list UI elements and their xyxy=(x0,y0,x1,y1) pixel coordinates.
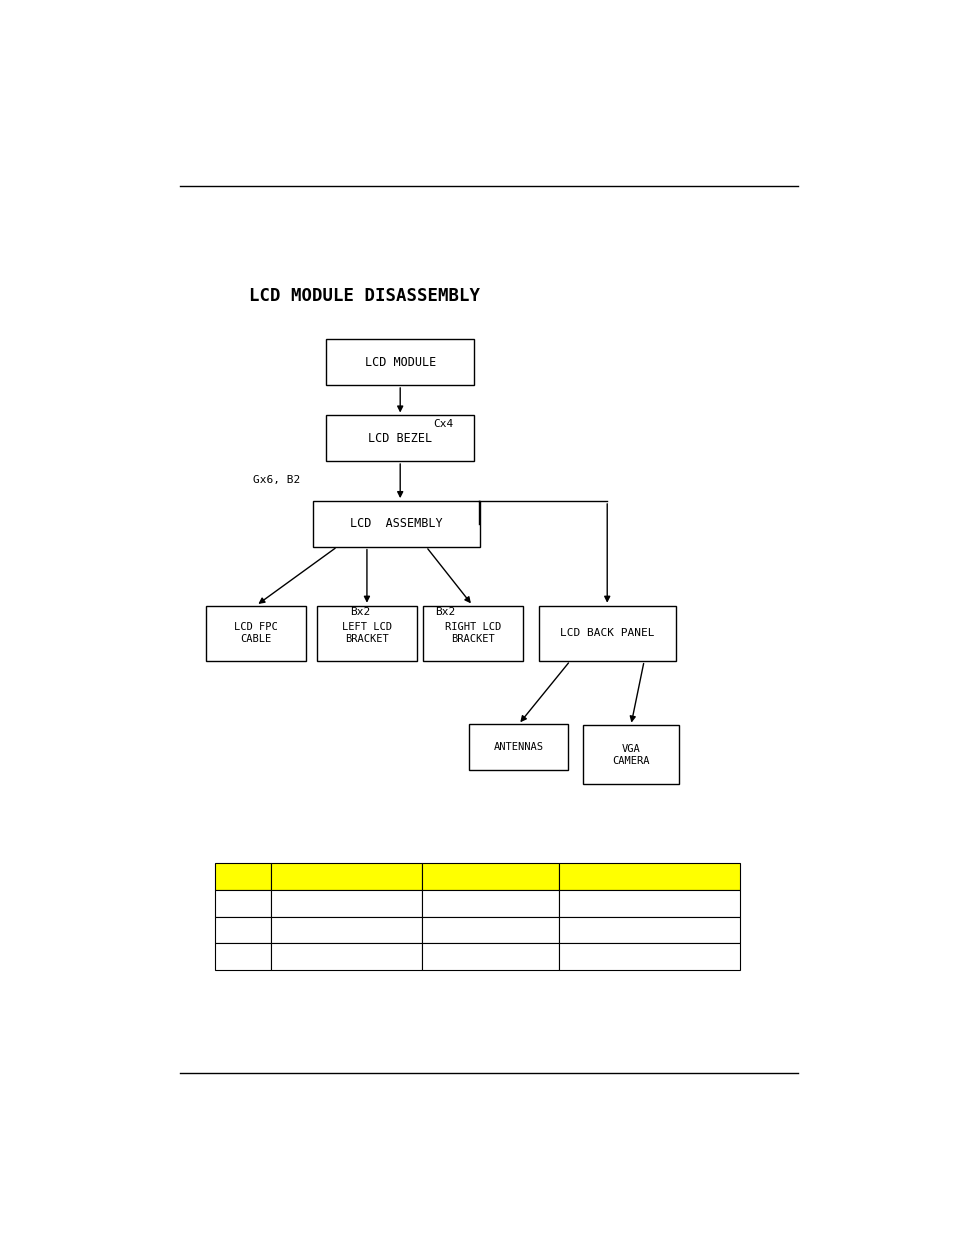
FancyBboxPatch shape xyxy=(326,340,474,385)
Text: LCD BACK PANEL: LCD BACK PANEL xyxy=(559,629,654,638)
FancyBboxPatch shape xyxy=(271,944,422,969)
Text: LEFT LCD
BRACKET: LEFT LCD BRACKET xyxy=(341,622,392,643)
Text: Bx2: Bx2 xyxy=(350,608,370,618)
Text: Gx6, B2: Gx6, B2 xyxy=(253,475,300,485)
FancyBboxPatch shape xyxy=(271,863,422,890)
Text: ANTENNAS: ANTENNAS xyxy=(493,742,543,752)
FancyBboxPatch shape xyxy=(582,725,679,784)
FancyBboxPatch shape xyxy=(326,415,474,461)
Text: LCD BEZEL: LCD BEZEL xyxy=(368,432,432,445)
FancyBboxPatch shape xyxy=(422,944,558,969)
FancyBboxPatch shape xyxy=(422,863,558,890)
FancyBboxPatch shape xyxy=(271,916,422,944)
Text: LCD MODULE: LCD MODULE xyxy=(364,356,436,369)
FancyBboxPatch shape xyxy=(538,605,675,661)
Text: LCD FPC
CABLE: LCD FPC CABLE xyxy=(233,622,277,643)
FancyBboxPatch shape xyxy=(422,890,558,916)
FancyBboxPatch shape xyxy=(316,605,416,661)
Text: Bx2: Bx2 xyxy=(435,608,455,618)
FancyBboxPatch shape xyxy=(558,890,740,916)
FancyBboxPatch shape xyxy=(215,863,271,890)
FancyBboxPatch shape xyxy=(422,916,558,944)
Text: LCD  ASSEMBLY: LCD ASSEMBLY xyxy=(350,517,442,530)
Text: RIGHT LCD
BRACKET: RIGHT LCD BRACKET xyxy=(444,622,500,643)
FancyBboxPatch shape xyxy=(215,944,271,969)
Text: LCD MODULE DISASSEMBLY: LCD MODULE DISASSEMBLY xyxy=(249,287,479,305)
FancyBboxPatch shape xyxy=(558,863,740,890)
FancyBboxPatch shape xyxy=(271,890,422,916)
FancyBboxPatch shape xyxy=(558,916,740,944)
Text: Cx4: Cx4 xyxy=(433,419,454,429)
FancyBboxPatch shape xyxy=(313,501,479,547)
FancyBboxPatch shape xyxy=(422,605,522,661)
FancyBboxPatch shape xyxy=(215,916,271,944)
FancyBboxPatch shape xyxy=(215,890,271,916)
Text: VGA
CAMERA: VGA CAMERA xyxy=(612,745,649,766)
FancyBboxPatch shape xyxy=(558,944,740,969)
FancyBboxPatch shape xyxy=(206,605,306,661)
FancyBboxPatch shape xyxy=(468,725,568,771)
